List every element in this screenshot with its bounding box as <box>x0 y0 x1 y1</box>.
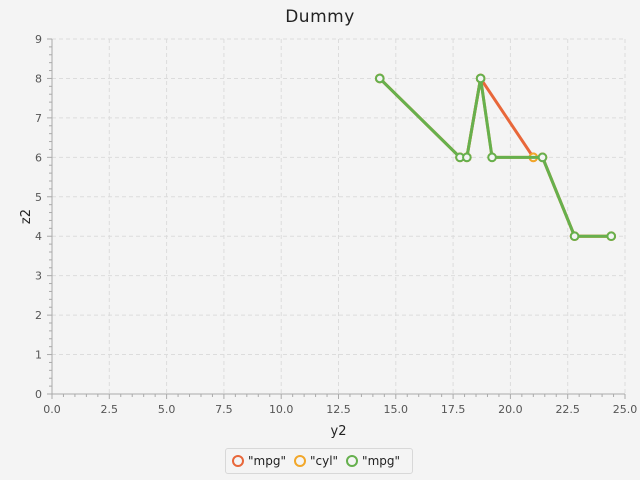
y-tick-label: 7 <box>35 112 42 125</box>
legend-swatch <box>293 455 306 467</box>
y-tick-label: 4 <box>35 230 42 243</box>
y-tick-label: 2 <box>35 309 42 322</box>
legend-label: "cyl" <box>309 454 339 468</box>
data-point <box>374 73 385 84</box>
y-axis-title: z2 <box>19 209 34 224</box>
x-tick-label: 17.5 <box>441 403 466 416</box>
legend-label: "mpg" <box>362 454 401 468</box>
data-point <box>462 152 472 163</box>
x-tick-label: 22.5 <box>555 403 580 416</box>
line-chart: 0.0 2.5 5.0 7.5 10.0 12.5 15.0 17.5 20.0 22.5 25.0… <box>19 33 638 439</box>
y-tick-label: 9 <box>35 33 42 46</box>
y-tick-label: 6 <box>35 151 42 164</box>
x-tick-label: 12.5 <box>326 403 351 416</box>
y-tick-label: 8 <box>35 72 42 85</box>
chart-legend: "mpg" "cyl" "mpg" <box>225 448 413 474</box>
y-tick-label: 1 <box>35 349 42 362</box>
data-point <box>569 231 580 242</box>
legend-item: "mpg" <box>232 454 286 468</box>
legend-swatch <box>346 455 359 467</box>
data-point <box>475 73 486 84</box>
x-tick-label: 10.0 <box>269 403 294 416</box>
y-tick-label: 5 <box>35 191 42 204</box>
data-point <box>606 231 617 242</box>
legend-label: "mpg" <box>248 454 286 468</box>
legend-swatch <box>232 455 244 467</box>
data-point <box>537 152 548 163</box>
series-3 <box>374 73 617 242</box>
y-tick-label: 3 <box>35 270 42 283</box>
legend-item: "mpg" <box>346 454 400 468</box>
chart-title: Dummy <box>285 7 355 27</box>
x-tick-label: 0.0 <box>43 403 61 416</box>
legend-item: "cyl" <box>293 454 339 468</box>
y-tick-label: 0 <box>35 388 42 401</box>
data-point <box>487 152 497 163</box>
x-tick-label: 25.0 <box>613 403 638 416</box>
x-tick-label: 7.5 <box>215 403 233 416</box>
x-tick-label: 20.0 <box>498 403 523 416</box>
x-tick-label: 2.5 <box>101 403 119 416</box>
x-tick-label: 5.0 <box>158 403 176 416</box>
x-axis-title: y2 <box>331 424 347 439</box>
x-tick-label: 15.0 <box>384 403 409 416</box>
